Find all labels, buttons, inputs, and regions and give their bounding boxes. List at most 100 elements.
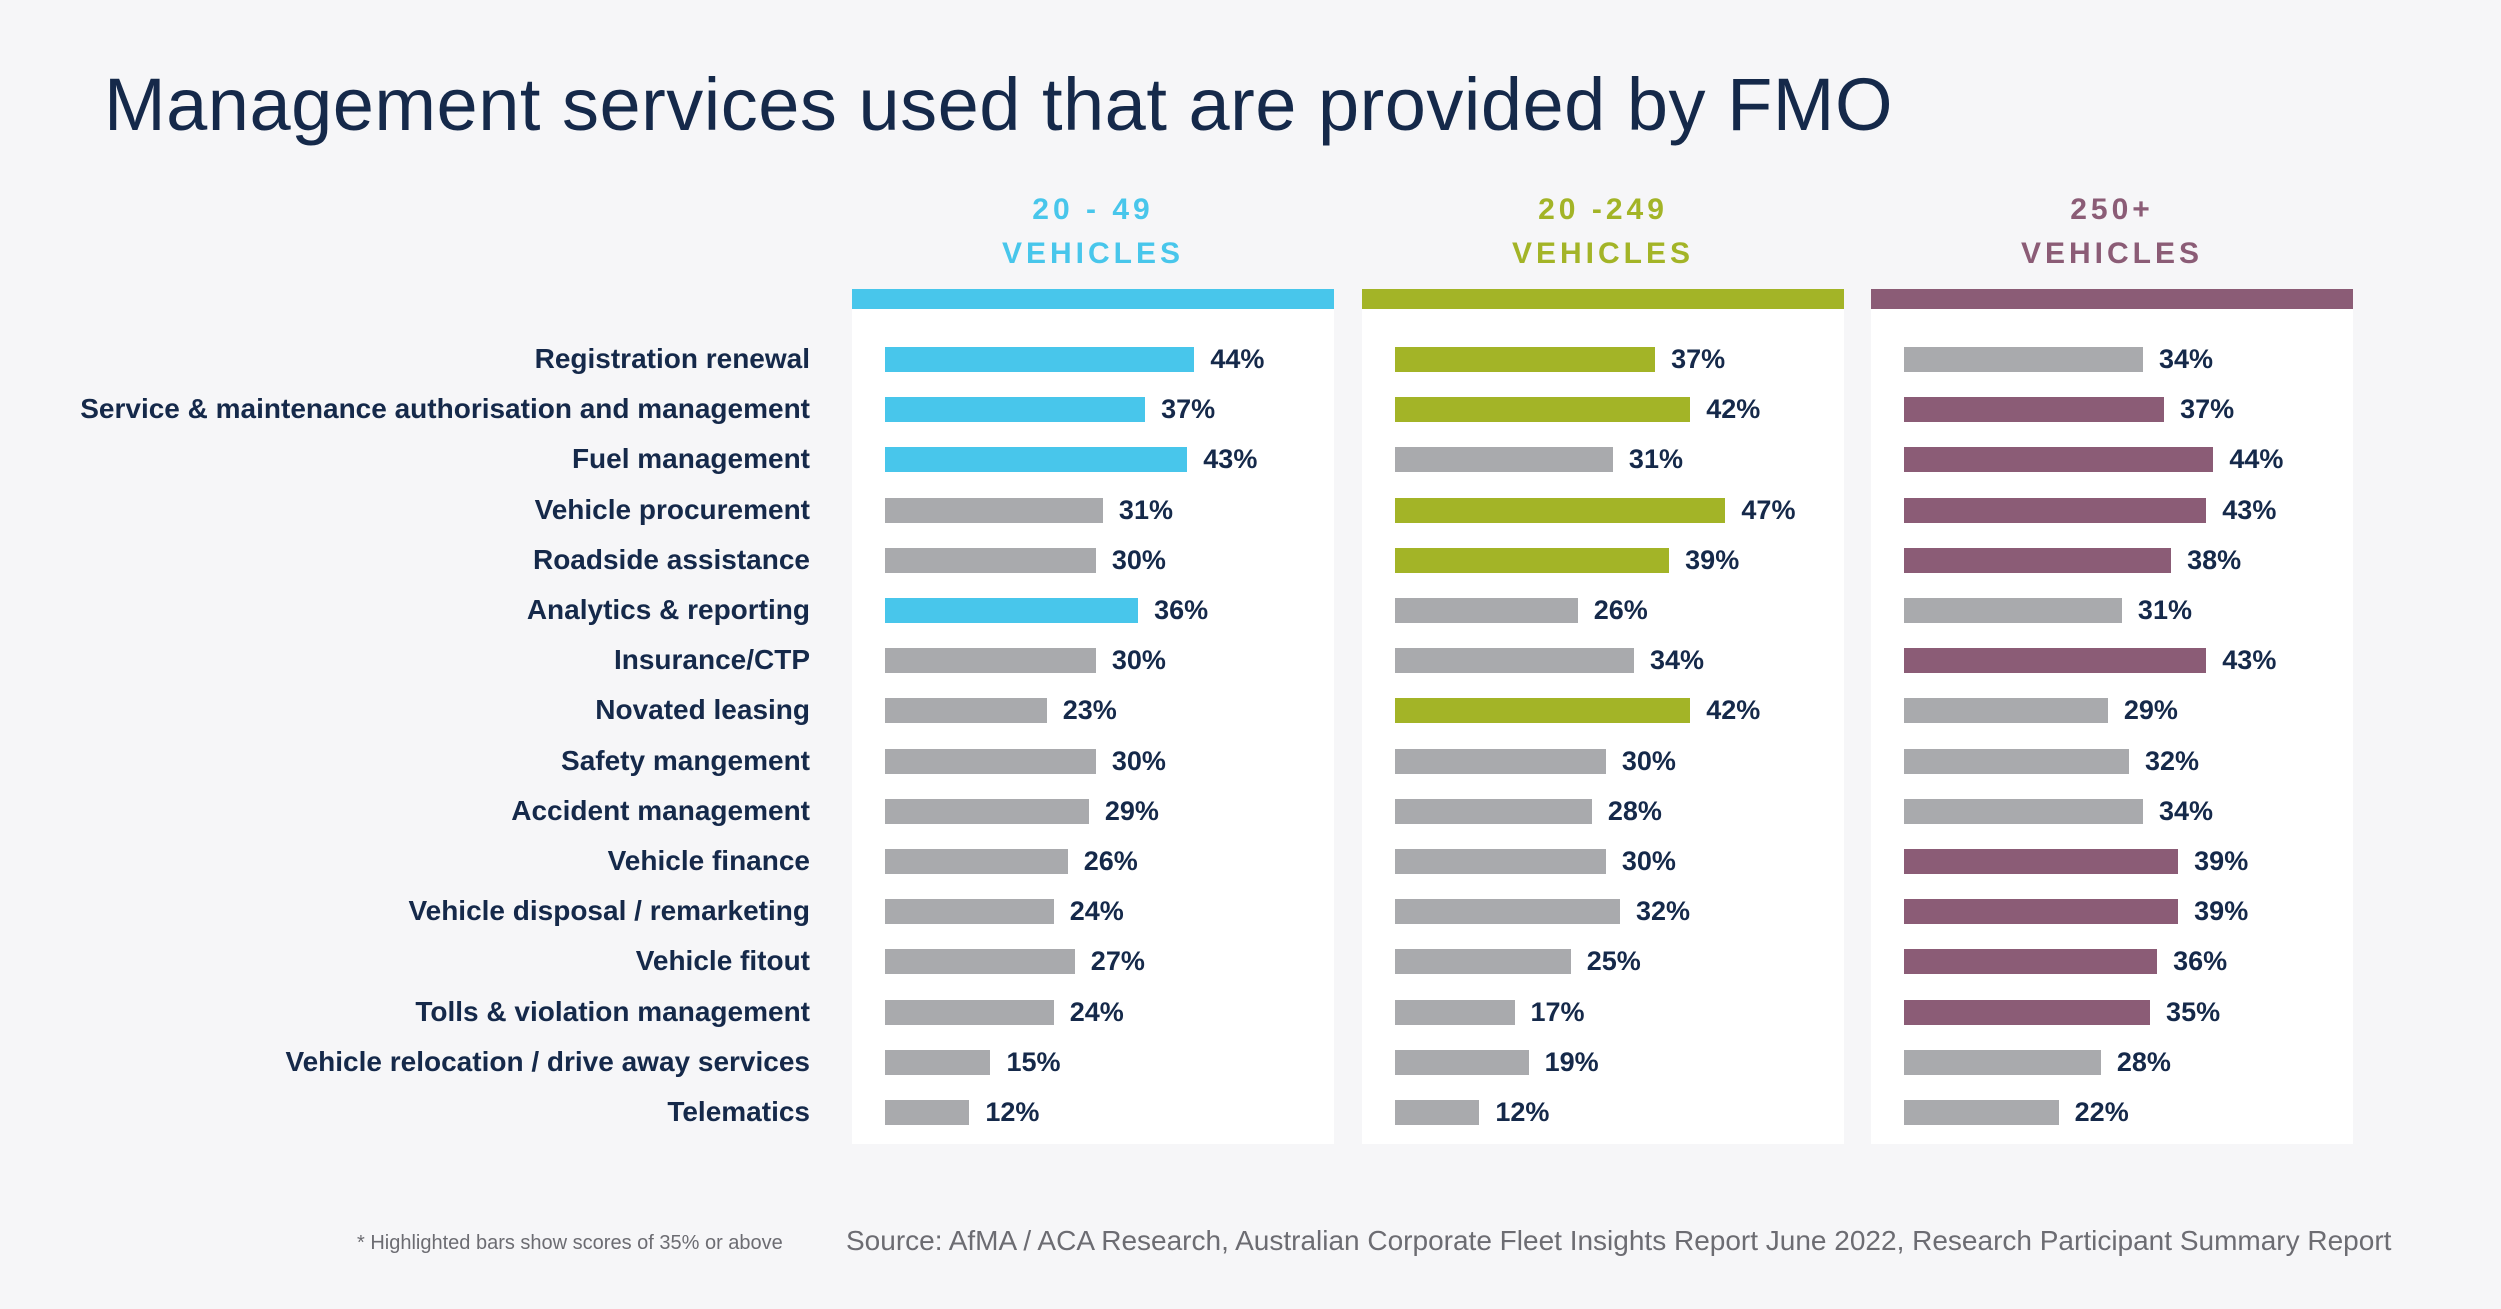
data-label: 28% <box>1607 795 1662 826</box>
data-label: 29% <box>1104 795 1159 826</box>
bar <box>1904 748 2129 774</box>
bar <box>1395 1100 1480 1125</box>
bar <box>1395 748 1606 774</box>
bar <box>1904 648 2207 674</box>
series-header: 20 -249 VEHICLES <box>1362 188 1844 276</box>
bar <box>885 698 1047 724</box>
series-name-line2: VEHICLES <box>1001 237 1185 270</box>
data-label: 30% <box>1621 745 1676 776</box>
bar <box>885 899 1054 925</box>
bar <box>885 849 1068 874</box>
bar <box>1904 1049 2101 1075</box>
category-label: Service & maintenance authorisation and … <box>80 393 810 425</box>
bar <box>1904 999 2151 1025</box>
data-label: 36% <box>1154 595 1209 625</box>
series-header-strip <box>1871 289 2353 309</box>
category-label: Registration renewal <box>534 343 810 374</box>
bar <box>885 447 1188 473</box>
bar <box>1904 899 2179 925</box>
footnote: * Highlighted bars show scores of 35% or… <box>357 1232 783 1254</box>
data-label: 30% <box>1111 745 1166 776</box>
category-label: Vehicle procurement <box>534 493 810 525</box>
bar <box>1395 698 1691 724</box>
data-label: 30% <box>1111 645 1166 676</box>
category-label: Vehicle relocation / drive away services <box>285 1045 810 1077</box>
data-label: 31% <box>1118 494 1173 525</box>
bar <box>1904 1100 2059 1125</box>
category-label: Novated leasing <box>595 694 810 726</box>
bar <box>1904 497 2207 523</box>
bar <box>1395 347 1656 372</box>
category-label: Tolls & violation management <box>415 995 810 1027</box>
series-name-line1: 20 -249 <box>1538 193 1668 226</box>
data-label: 30% <box>1621 846 1676 876</box>
bar <box>1395 648 1635 674</box>
bar <box>885 949 1075 975</box>
data-label: 42% <box>1706 394 1761 425</box>
bar <box>1904 547 2172 573</box>
series-header: 20 - 49 VEHICLES <box>852 188 1334 276</box>
bar <box>1904 698 2108 724</box>
data-label: 34% <box>2159 344 2214 374</box>
data-label: 37% <box>2180 394 2235 425</box>
bar <box>885 347 1195 372</box>
bar <box>1395 547 1670 573</box>
chart-title: Management services used that are provid… <box>104 63 1894 146</box>
bar <box>885 1049 991 1075</box>
data-label: 22% <box>2074 1097 2129 1127</box>
bar <box>1904 849 2179 874</box>
data-label: 15% <box>1006 1046 1061 1077</box>
bar <box>885 999 1054 1025</box>
bar <box>1904 347 2144 372</box>
data-label: 34% <box>1650 645 1705 676</box>
bar <box>1395 1049 1529 1075</box>
bar <box>1904 447 2214 473</box>
bar <box>885 798 1089 824</box>
bar <box>885 397 1146 423</box>
bar <box>1395 899 1620 925</box>
series-name-line1: 20 - 49 <box>1032 193 1154 226</box>
series-name-line2: VEHICLES <box>1511 237 1695 270</box>
data-label: 35% <box>2166 996 2221 1027</box>
data-label: 25% <box>1586 946 1641 977</box>
bar <box>1904 397 2165 423</box>
data-label: 44% <box>1210 344 1265 374</box>
category-label: Accident management <box>511 794 810 826</box>
data-label: 31% <box>1628 444 1683 475</box>
data-label: 32% <box>2144 745 2199 776</box>
data-label: 37% <box>1161 394 1216 425</box>
data-label: 12% <box>985 1097 1040 1127</box>
bar <box>885 1100 970 1125</box>
data-label: 31% <box>2137 595 2192 625</box>
data-label: 36% <box>2173 946 2228 977</box>
data-label: 17% <box>1530 996 1585 1027</box>
data-label: 42% <box>1706 695 1761 726</box>
bar <box>1395 447 1613 473</box>
data-label: 44% <box>2229 444 2284 475</box>
data-label: 12% <box>1495 1097 1550 1127</box>
data-label: 29% <box>2123 695 2178 726</box>
series-name-line2: VEHICLES <box>2020 237 2204 270</box>
bar <box>1395 397 1691 423</box>
data-label: 24% <box>1069 996 1124 1027</box>
data-label: 37% <box>1671 344 1726 374</box>
bar <box>1395 999 1515 1025</box>
data-label: 30% <box>1111 544 1166 575</box>
data-label: 26% <box>1083 846 1138 876</box>
bar <box>1395 849 1606 874</box>
data-label: 32% <box>1635 896 1690 927</box>
category-label: Vehicle fitout <box>635 945 810 977</box>
data-label: 28% <box>2116 1046 2171 1077</box>
data-label: 47% <box>1741 494 1796 525</box>
data-label: 19% <box>1544 1046 1599 1077</box>
data-label: 26% <box>1593 595 1648 625</box>
category-label: Analytics & reporting <box>526 594 810 625</box>
bar <box>1904 598 2122 623</box>
category-label: Safety mangement <box>561 744 810 776</box>
data-label: 39% <box>1685 544 1740 575</box>
bar <box>885 598 1139 623</box>
source-note: Source: AfMA / ACA Research, Australian … <box>846 1225 2392 1256</box>
series-header: 250+ VEHICLES <box>1871 188 2353 276</box>
bar <box>1904 798 2144 824</box>
data-label: 24% <box>1069 896 1124 927</box>
